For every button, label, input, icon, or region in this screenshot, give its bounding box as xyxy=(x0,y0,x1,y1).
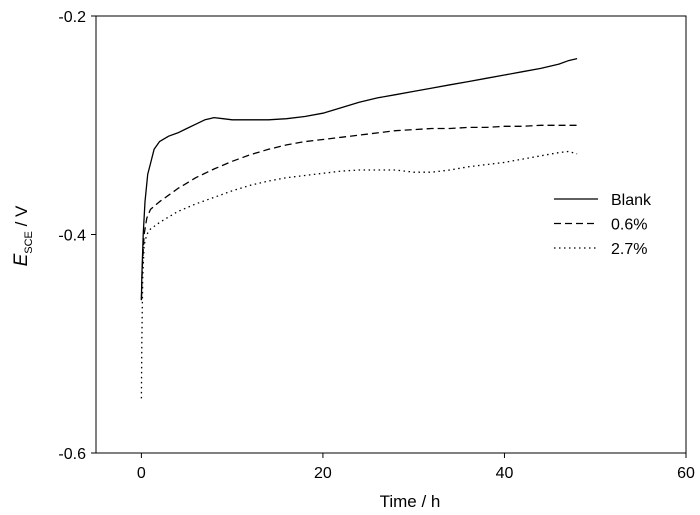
legend-label-2: 0.6% xyxy=(611,217,647,234)
x-tick-label: 60 xyxy=(677,465,695,482)
series-line-3 xyxy=(140,150,578,399)
legend-label-3: 2.7% xyxy=(611,241,647,258)
y-axis-title-unit: / V xyxy=(12,205,31,231)
x-tick-label: 20 xyxy=(314,465,332,482)
y-axis-title: ESCE / V xyxy=(11,205,35,266)
series-line-1 xyxy=(140,57,578,301)
series-line-2 xyxy=(140,124,578,301)
y-tick-label: -0.2 xyxy=(58,9,86,26)
y-axis-title-subscript: SCE xyxy=(23,231,35,254)
x-axis-title: Time / h xyxy=(380,492,441,511)
y-tick-label: -0.4 xyxy=(58,228,86,245)
x-tick-label: 40 xyxy=(496,465,514,482)
plot-border xyxy=(95,15,687,454)
y-tick-label: -0.6 xyxy=(58,446,86,463)
plot-frame xyxy=(95,15,687,454)
y-axis-title-main: E xyxy=(11,253,32,266)
legend: Blank 0.6% 2.7% xyxy=(554,192,652,258)
x-tick-label: 0 xyxy=(137,465,146,482)
legend-label-1: Blank xyxy=(611,192,652,209)
x-axis: 0 20 40 60 xyxy=(137,453,695,482)
series-layer xyxy=(140,57,578,399)
y-axis: -0.6 -0.4 -0.2 xyxy=(58,9,96,463)
